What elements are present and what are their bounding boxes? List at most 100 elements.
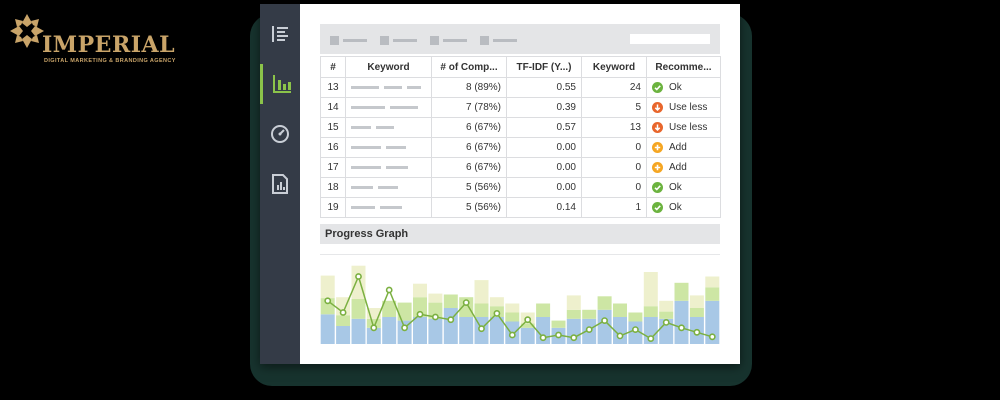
table-row[interactable]: 14 7 (78%) 0.39 5 Use less bbox=[320, 97, 721, 118]
keyword-count-cell: 24 bbox=[581, 77, 647, 98]
graph-bar-segment bbox=[705, 276, 720, 288]
graph-bar-segment bbox=[489, 297, 504, 307]
graph-bar-segment bbox=[505, 303, 520, 313]
filter-control-1[interactable] bbox=[330, 36, 367, 45]
gauge-icon bbox=[271, 125, 289, 143]
graph-bar-segment bbox=[659, 311, 674, 319]
progress-point bbox=[401, 324, 408, 332]
keyword-placeholder bbox=[386, 165, 408, 169]
document-chart-icon bbox=[272, 174, 288, 194]
graph-bar-segment bbox=[551, 320, 566, 328]
recommendation-label: Use less bbox=[669, 122, 708, 133]
keyword-placeholder bbox=[376, 125, 394, 129]
progress-point bbox=[524, 316, 532, 324]
search-input[interactable] bbox=[630, 34, 710, 44]
graph-bar-segment bbox=[566, 295, 581, 310]
graph-bar-segment bbox=[382, 300, 397, 317]
competitors-cell: 7 (78%) bbox=[431, 97, 507, 118]
graph-bar-segment bbox=[382, 317, 397, 344]
tfidf-cell: 0.55 bbox=[506, 77, 582, 98]
plus-circle-icon bbox=[652, 162, 663, 173]
keyword-cell bbox=[345, 137, 432, 158]
filter-control-3[interactable] bbox=[430, 36, 467, 45]
recommendation-cell: Ok bbox=[646, 177, 721, 198]
column-header-keyword[interactable]: Keyword bbox=[345, 56, 432, 78]
keyword-count-cell: 0 bbox=[581, 177, 647, 198]
progress-point bbox=[570, 334, 578, 342]
progress-graph-title: Progress Graph bbox=[320, 224, 720, 244]
graph-bar-segment bbox=[351, 299, 366, 319]
sidebar-item-speed-gauge[interactable] bbox=[260, 114, 300, 154]
graph-bar-segment bbox=[366, 318, 381, 328]
graph-bar-segment bbox=[505, 312, 520, 322]
keyword-count-cell: 13 bbox=[581, 117, 647, 138]
progress-point bbox=[708, 333, 716, 341]
brand-name: IMPERIAL bbox=[42, 32, 176, 58]
keyword-placeholder bbox=[351, 205, 375, 209]
progress-point bbox=[539, 334, 547, 342]
graph-bar-segment bbox=[366, 308, 381, 319]
graph-bar-segment bbox=[336, 315, 351, 326]
graph-bar-segment bbox=[643, 306, 658, 317]
competitors-cell: 5 (56%) bbox=[431, 177, 507, 198]
graph-bar-segment bbox=[459, 297, 474, 317]
graph-bar-segment bbox=[597, 309, 612, 344]
graph-bar-segment bbox=[689, 295, 704, 308]
progress-point bbox=[355, 273, 362, 280]
keyword-placeholder bbox=[351, 105, 385, 109]
progress-point bbox=[370, 324, 378, 332]
progress-point bbox=[631, 326, 639, 333]
keyword-table: # Keyword # of Comp... TF-IDF (Y...) Key… bbox=[320, 56, 721, 218]
progress-point bbox=[601, 317, 608, 324]
graph-bar-segment bbox=[397, 302, 412, 321]
keyword-placeholder bbox=[378, 185, 398, 189]
graph-bar-segment bbox=[520, 323, 535, 328]
graph-bar-segment bbox=[474, 280, 489, 304]
graph-bar-segment bbox=[536, 303, 551, 317]
graph-bar-segment bbox=[674, 282, 689, 301]
sidebar-item-document-report[interactable] bbox=[260, 164, 300, 204]
table-row[interactable]: 13 8 (89%) 0.55 24 Ok bbox=[320, 77, 721, 98]
progress-point bbox=[508, 331, 516, 339]
keyword-placeholder bbox=[351, 145, 381, 149]
column-header-tfidf[interactable]: TF-IDF (Y...) bbox=[506, 56, 582, 78]
recommendation-cell: Ok bbox=[646, 197, 721, 218]
sidebar-item-keyword-chart[interactable] bbox=[260, 64, 300, 104]
table-row[interactable]: 17 6 (67%) 0.00 0 Add bbox=[320, 157, 721, 178]
arrow-down-circle-icon bbox=[652, 122, 663, 133]
column-header-number[interactable]: # bbox=[320, 56, 346, 78]
graph-bar-segment bbox=[489, 317, 504, 344]
table-row[interactable]: 16 6 (67%) 0.00 0 Add bbox=[320, 137, 721, 158]
graph-bar-segment bbox=[428, 293, 443, 303]
tfidf-cell: 0.00 bbox=[506, 157, 582, 178]
graph-bar-segment bbox=[413, 297, 427, 317]
graph-bar-segment bbox=[443, 294, 458, 308]
graph-bar-segment bbox=[336, 326, 351, 344]
column-header-competitors[interactable]: # of Comp... bbox=[431, 56, 507, 78]
graph-bar-segment bbox=[613, 303, 627, 317]
column-header-keyword-count[interactable]: Keyword bbox=[581, 56, 647, 78]
sidebar-item-report-list[interactable] bbox=[260, 14, 300, 54]
progress-point bbox=[616, 332, 624, 340]
filter-control-4[interactable] bbox=[480, 36, 517, 45]
keyword-cell bbox=[345, 77, 432, 98]
recommendation-label: Add bbox=[669, 142, 687, 153]
filter-control-2[interactable] bbox=[380, 36, 417, 45]
tfidf-cell: 0.00 bbox=[506, 137, 582, 158]
keyword-count-cell: 0 bbox=[581, 137, 647, 158]
column-header-recommendation[interactable]: Recomme... bbox=[646, 56, 721, 78]
table-row[interactable]: 19 5 (56%) 0.14 1 Ok bbox=[320, 197, 721, 218]
table-row[interactable]: 15 6 (67%) 0.57 13 Use less bbox=[320, 117, 721, 138]
keyword-count-cell: 0 bbox=[581, 157, 647, 178]
keyword-placeholder bbox=[407, 85, 421, 89]
keyword-cell bbox=[345, 197, 432, 218]
progress-point bbox=[678, 324, 685, 332]
table-row[interactable]: 18 5 (56%) 0.00 0 Ok bbox=[320, 177, 721, 198]
row-number: 15 bbox=[320, 117, 346, 138]
keyword-placeholder bbox=[384, 85, 402, 89]
table-header-row: # Keyword # of Comp... TF-IDF (Y...) Key… bbox=[320, 56, 721, 78]
recommendation-label: Ok bbox=[669, 182, 682, 193]
check-circle-icon bbox=[652, 82, 663, 93]
keyword-cell bbox=[345, 177, 432, 198]
keyword-placeholder bbox=[380, 205, 402, 209]
